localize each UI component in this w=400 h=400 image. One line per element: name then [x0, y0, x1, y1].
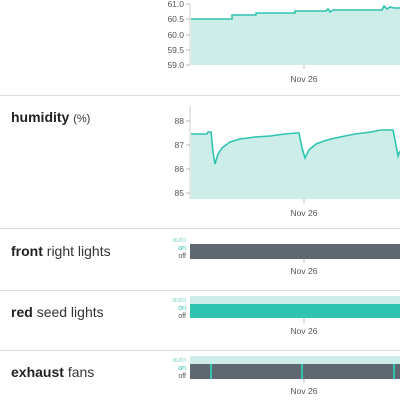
front-lights-title-bold: front — [11, 243, 43, 259]
row-divider — [0, 290, 400, 291]
exhaust-fans-x-label: Nov 26 — [291, 386, 318, 396]
temperature-area — [191, 6, 400, 65]
front-lights-state-chart: auto on off Nov 26 — [172, 237, 400, 276]
front-lights-x-label: Nov 26 — [291, 266, 318, 276]
humidity-x-label: Nov 26 — [291, 208, 318, 218]
red-lights-title-bold: red — [11, 304, 33, 320]
humidity-chart: 88 87 86 85 Nov 26 — [175, 106, 400, 218]
front-lights-title-rest: right lights — [46, 243, 111, 259]
red-lights-title-rest: seed lights — [36, 304, 104, 320]
temperature-chart: 61.0 60.5 60.0 59.5 59.0 Nov 26 — [167, 0, 400, 84]
exhaust-fans-on-pulse — [210, 364, 212, 379]
state-label-on: on — [178, 365, 186, 372]
exhaust-fans-state-chart: auto on off Nov 26 — [172, 356, 400, 396]
humidity-y-tick: 88 — [175, 116, 185, 126]
state-label-auto: auto — [172, 237, 186, 244]
exhaust-fans-title-rest: fans — [67, 364, 95, 380]
temperature-line — [191, 4, 400, 20]
state-label-off: off — [178, 253, 186, 260]
front-lights-off-bar — [190, 244, 400, 259]
state-label-on: on — [178, 305, 186, 312]
row-divider — [0, 350, 400, 351]
state-label-on: on — [178, 245, 186, 252]
red-lights-auto-band — [190, 296, 400, 304]
state-label-auto: auto — [172, 357, 186, 364]
red-lights-state-chart: auto on off Nov 26 — [172, 296, 400, 336]
humidity-y-tick: 85 — [175, 188, 185, 198]
exhaust-fans-off-bar — [190, 364, 400, 379]
humidity-line — [191, 129, 400, 165]
red-lights-on-bar — [190, 304, 400, 318]
exhaust-fans-on-pulse — [301, 364, 303, 379]
temperature-y-tick: 61.0 — [167, 0, 184, 9]
state-label-auto: auto — [172, 297, 186, 304]
humidity-title: humidity (%) — [11, 109, 90, 125]
temperature-x-label: Nov 26 — [291, 74, 318, 84]
temperature-y-tick: 60.0 — [167, 30, 184, 40]
exhaust-fans-on-pulse — [393, 364, 395, 379]
humidity-title-bold: humidity — [11, 109, 70, 125]
temperature-y-tick: 60.5 — [167, 14, 184, 24]
state-label-off: off — [178, 313, 186, 320]
temperature-y-tick: 59.5 — [167, 45, 184, 55]
row-divider — [0, 228, 400, 229]
red-lights-title: red seed lights — [11, 304, 104, 320]
front-lights-title: front right lights — [11, 243, 111, 259]
row-divider — [0, 95, 400, 96]
exhaust-fans-auto-band — [190, 356, 400, 364]
exhaust-fans-title-bold: exhaust — [11, 364, 64, 380]
humidity-y-tick: 86 — [175, 164, 185, 174]
humidity-unit: (%) — [73, 113, 91, 125]
red-lights-x-label: Nov 26 — [291, 326, 318, 336]
humidity-area — [191, 130, 400, 199]
state-label-off: off — [178, 373, 186, 380]
humidity-y-tick: 87 — [175, 140, 185, 150]
temperature-y-tick: 59.0 — [167, 60, 184, 70]
exhaust-fans-title: exhaust fans — [11, 364, 94, 380]
